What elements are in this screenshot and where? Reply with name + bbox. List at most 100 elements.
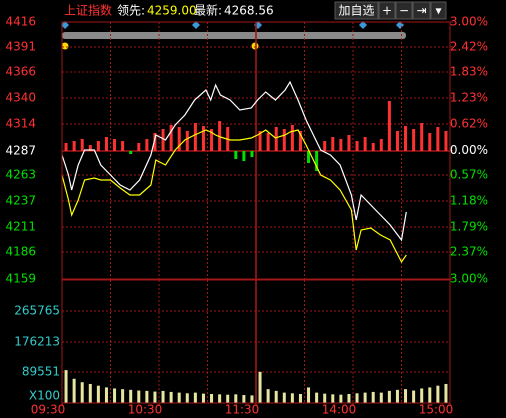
y2-tick-label: 1.18% xyxy=(450,194,488,208)
x-tick-label: 15:00 xyxy=(419,403,454,417)
y2-tick-label: 1.83% xyxy=(450,65,488,79)
y-tick-label: 89551 xyxy=(22,364,60,378)
strength-bar xyxy=(113,139,117,151)
y-tick-label: 4159 xyxy=(5,272,36,286)
index-name: 上证指数 xyxy=(64,3,112,18)
volume-bar xyxy=(266,389,270,403)
strength-bar xyxy=(169,125,173,151)
y-tick-label: 4211 xyxy=(5,220,36,234)
x-tick-label: 09:30 xyxy=(31,403,66,417)
volume-bar xyxy=(242,395,246,403)
y2-tick-label: 0.57% xyxy=(450,167,488,181)
volume-bar xyxy=(64,370,68,403)
strength-bar xyxy=(161,129,165,151)
strength-bar xyxy=(193,123,197,151)
strength-bar xyxy=(379,139,383,151)
volume-bar xyxy=(218,394,222,403)
volume-bar xyxy=(395,389,399,403)
y-tick-label: 4237 xyxy=(5,194,36,208)
volume-bar xyxy=(404,389,408,403)
volume-bar xyxy=(347,393,351,403)
strength-bar xyxy=(121,141,125,151)
volume-bar xyxy=(250,395,254,403)
volume-bar xyxy=(323,393,327,403)
y-tick-label: 4391 xyxy=(5,40,36,54)
strength-bar xyxy=(80,139,84,151)
strength-bar xyxy=(137,143,141,151)
volume-bar xyxy=(113,388,117,403)
strength-bar xyxy=(145,139,149,151)
strength-bar xyxy=(64,143,68,151)
event-dot xyxy=(251,42,259,50)
strength-bar xyxy=(218,121,222,151)
lead-label: 领先: xyxy=(117,4,145,18)
panel-border xyxy=(61,21,451,280)
volume-bar xyxy=(355,393,359,403)
volume-bar xyxy=(201,393,205,403)
volume-bar xyxy=(121,389,125,403)
toolbar-label: 加自选 xyxy=(338,4,374,18)
strength-bar xyxy=(307,151,311,163)
strength-bar xyxy=(412,129,416,151)
toolbar-button[interactable] xyxy=(378,1,396,20)
strength-bar xyxy=(234,151,238,159)
volume-bar xyxy=(153,391,157,403)
event-band xyxy=(62,32,406,39)
volume-bar xyxy=(428,387,432,403)
event-diamond xyxy=(192,21,200,29)
last-value: 4268.56 xyxy=(224,4,274,18)
strength-bar xyxy=(210,129,214,151)
price-line xyxy=(61,80,407,242)
strength-bar xyxy=(395,131,399,151)
volume-bar xyxy=(436,385,440,403)
x-tick-label: 14:00 xyxy=(322,403,357,417)
y2-tick-label: 2.42% xyxy=(450,39,488,53)
volume-bar xyxy=(88,383,92,403)
toolbar-button[interactable] xyxy=(395,1,413,20)
strength-bar xyxy=(315,151,319,171)
strength-bar xyxy=(282,129,286,151)
y2-tick-label: 2.37% xyxy=(450,245,488,259)
strength-bar xyxy=(387,101,391,151)
toolbar-button[interactable] xyxy=(412,1,431,20)
toolbar-label: + xyxy=(382,4,392,18)
strength-bar xyxy=(298,131,302,151)
volume-bar xyxy=(331,394,335,403)
toolbar-label: − xyxy=(399,4,409,18)
volume-bar xyxy=(177,392,181,403)
volume-bar xyxy=(80,382,84,403)
volume-bar xyxy=(104,387,108,403)
strength-bar xyxy=(72,141,76,151)
y-tick-label: 4340 xyxy=(5,91,36,105)
strength-bar xyxy=(355,141,359,151)
y-tick-label: 4416 xyxy=(5,15,36,29)
lead-value: 4259.00 xyxy=(147,4,197,18)
volume-bar xyxy=(210,393,214,403)
y2-tick-label: 3.00% xyxy=(450,272,488,286)
volume-bar xyxy=(444,383,448,403)
strength-bar xyxy=(404,126,408,151)
strength-bar xyxy=(250,151,254,157)
x-tick-label: 10:30 xyxy=(128,403,163,417)
price-line xyxy=(61,129,407,264)
toolbar-button[interactable] xyxy=(430,1,447,20)
volume-bar xyxy=(387,390,391,403)
volume-bar xyxy=(315,392,319,403)
y2-tick-label: 0.62% xyxy=(450,116,488,130)
volume-bar xyxy=(412,390,416,403)
volume-bar xyxy=(363,392,367,403)
strength-bar xyxy=(339,139,343,151)
toolbar-button[interactable] xyxy=(334,1,379,20)
volume-bar xyxy=(169,391,173,403)
strength-bar xyxy=(290,125,294,151)
volume-bar xyxy=(234,394,238,403)
volume-bar xyxy=(379,392,383,403)
strength-bar xyxy=(428,133,432,151)
strength-bar xyxy=(177,127,181,151)
volume-bar xyxy=(274,390,278,403)
strength-bar xyxy=(129,151,133,154)
strength-bar xyxy=(436,127,440,151)
